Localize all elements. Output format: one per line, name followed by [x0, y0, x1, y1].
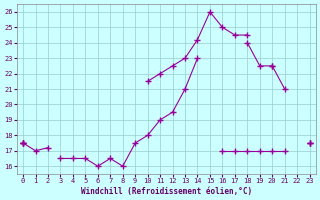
X-axis label: Windchill (Refroidissement éolien,°C): Windchill (Refroidissement éolien,°C)	[81, 187, 252, 196]
